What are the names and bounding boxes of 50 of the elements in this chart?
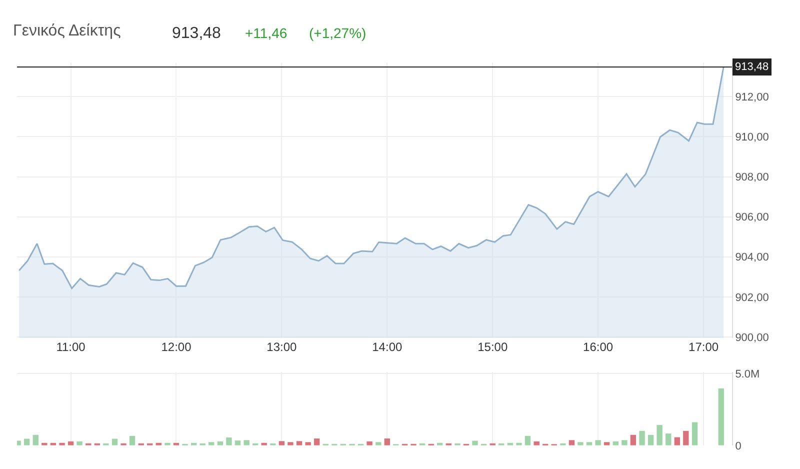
bar	[648, 434, 654, 446]
bar	[129, 436, 136, 446]
bar	[296, 441, 302, 446]
bar	[534, 441, 540, 446]
bar	[639, 430, 645, 446]
y-tick-label: 5.0M	[735, 368, 760, 380]
x-tick-label: 13:00	[266, 340, 298, 354]
bar	[472, 440, 478, 446]
x-tick-label: 15:00	[478, 340, 508, 354]
y-tick-label: 902,00	[735, 292, 769, 304]
bar	[674, 437, 680, 446]
bar	[366, 441, 372, 446]
text: 913,48	[172, 25, 222, 42]
bar	[595, 440, 601, 446]
chart-title: Γενικός Δείκτης	[13, 22, 122, 40]
bar	[578, 442, 584, 446]
bar	[278, 441, 285, 446]
text: +11,46	[245, 25, 288, 41]
bar	[244, 440, 250, 446]
x-tick-label: 12:00	[161, 340, 192, 354]
bar	[718, 388, 724, 446]
y-tick-label: 900,00	[735, 332, 769, 344]
y-tick-label: 906,00	[735, 212, 769, 224]
y-tick-label: 912,00	[735, 91, 769, 104]
bar	[305, 442, 311, 446]
y-tick-label: 908,00	[735, 172, 769, 184]
bar	[683, 430, 689, 446]
x-tick-label: 17:00	[688, 340, 719, 354]
bar	[622, 440, 628, 446]
bar	[384, 438, 390, 446]
bar	[226, 438, 232, 446]
ref-line-label: 913,48	[735, 61, 769, 73]
bar	[314, 438, 320, 446]
bar	[376, 442, 382, 446]
x-tick-label: 14:00	[372, 340, 402, 354]
bar	[76, 441, 82, 446]
y-tick-label: 904,00	[735, 252, 769, 264]
bar	[524, 436, 531, 446]
text: (+1,27%)	[309, 25, 366, 41]
x-tick-label: 16:00	[583, 340, 614, 354]
y-tick-label: 0	[735, 440, 742, 452]
bar	[666, 433, 672, 446]
bar	[288, 442, 294, 446]
bar	[630, 434, 636, 446]
y-tick-label: 910,00	[735, 132, 769, 144]
bar	[32, 434, 39, 446]
bar	[568, 440, 575, 446]
bar	[692, 422, 698, 446]
bar	[656, 425, 662, 446]
x-tick-label: 11:00	[56, 340, 86, 354]
